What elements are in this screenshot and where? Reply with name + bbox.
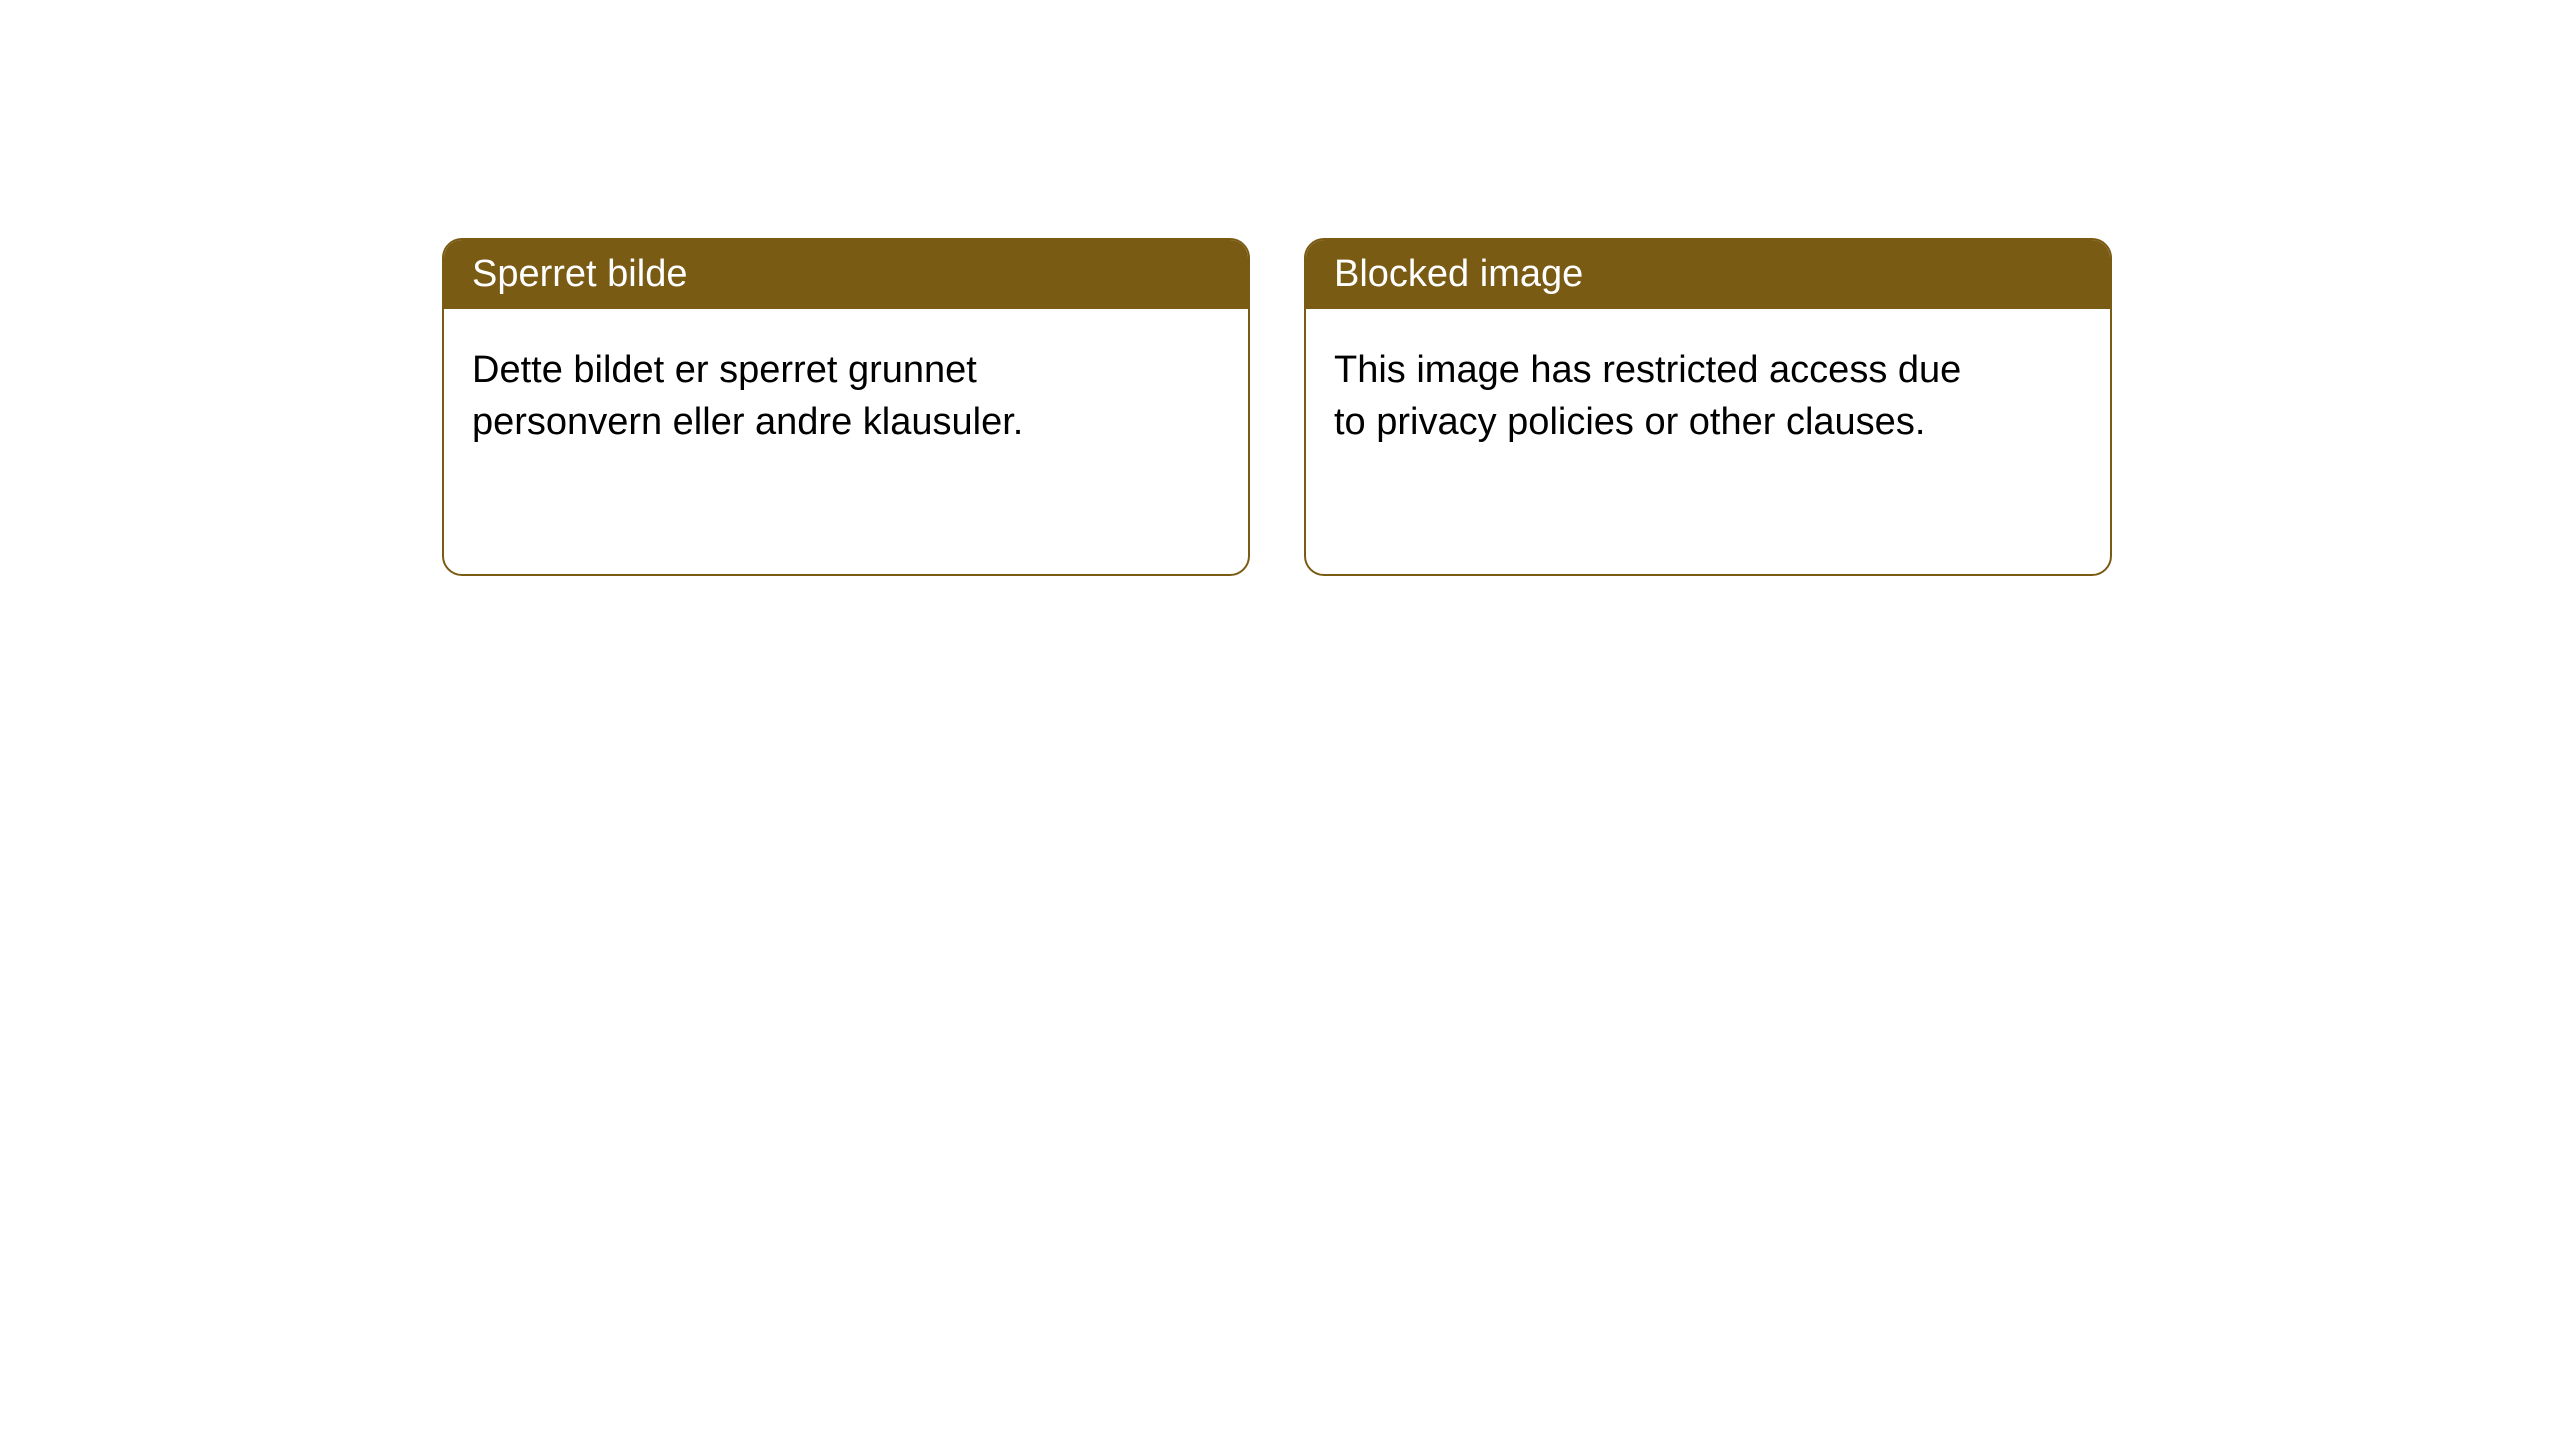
card-header: Blocked image — [1306, 240, 2110, 309]
blocked-image-card-en: Blocked image This image has restricted … — [1304, 238, 2112, 576]
card-body-text: This image has restricted access due to … — [1334, 349, 1961, 442]
card-body-text: Dette bildet er sperret grunnet personve… — [472, 349, 1023, 442]
card-title: Blocked image — [1334, 253, 1583, 295]
card-body: This image has restricted access due to … — [1306, 309, 2006, 484]
card-header: Sperret bilde — [444, 240, 1248, 309]
card-title: Sperret bilde — [472, 253, 687, 295]
cards-container: Sperret bilde Dette bildet er sperret gr… — [0, 0, 2560, 576]
card-body: Dette bildet er sperret grunnet personve… — [444, 309, 1144, 484]
blocked-image-card-no: Sperret bilde Dette bildet er sperret gr… — [442, 238, 1250, 576]
